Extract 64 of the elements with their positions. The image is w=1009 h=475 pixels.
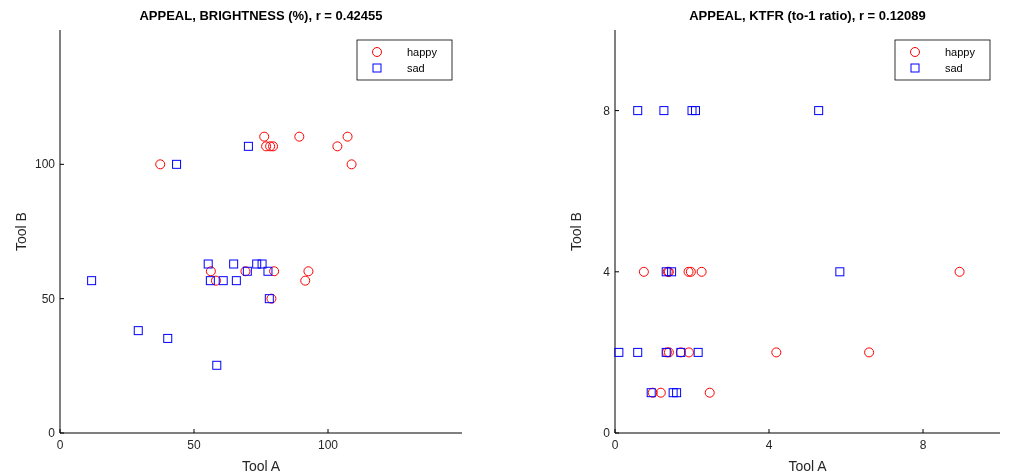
point xyxy=(263,266,273,276)
point xyxy=(231,276,241,286)
point xyxy=(638,266,649,277)
y-tick-label: 4 xyxy=(603,264,611,279)
legend-label: sad xyxy=(945,62,963,74)
y-axis-title: Tool B xyxy=(13,212,29,251)
x-axis-title: Tool A xyxy=(241,458,281,474)
y-axis-title: Tool B xyxy=(568,212,584,251)
point xyxy=(771,347,782,358)
point xyxy=(954,266,965,277)
point xyxy=(633,347,643,357)
point xyxy=(835,267,845,277)
x-tick-label: 50 xyxy=(187,438,201,452)
legend-label: sad xyxy=(407,62,425,74)
point xyxy=(655,387,666,398)
y-tick-label: 0 xyxy=(603,426,611,440)
point xyxy=(693,347,703,357)
point xyxy=(672,388,682,398)
point xyxy=(252,259,262,269)
point xyxy=(172,159,182,169)
point xyxy=(261,141,272,152)
point xyxy=(300,275,311,286)
chart-title: APPEAL, BRIGHTNESS (%), r = 0.42455 xyxy=(139,8,383,23)
point xyxy=(203,259,213,269)
point xyxy=(257,259,267,269)
x-tick-label: 8 xyxy=(919,438,927,452)
y-tick-label: 50 xyxy=(41,291,56,306)
point xyxy=(205,276,215,286)
point xyxy=(205,266,216,277)
x-tick-label: 100 xyxy=(317,438,339,452)
point xyxy=(704,387,715,398)
point xyxy=(294,131,305,142)
point xyxy=(864,347,875,358)
x-axis-title: Tool A xyxy=(788,458,828,474)
legend-label: happy xyxy=(945,46,976,58)
point xyxy=(332,141,343,152)
point xyxy=(633,106,643,116)
point xyxy=(696,266,707,277)
point xyxy=(163,333,173,343)
point xyxy=(683,347,694,358)
point xyxy=(155,159,166,170)
point xyxy=(243,141,253,151)
point xyxy=(212,360,222,370)
point xyxy=(259,131,270,142)
legend-label: happy xyxy=(407,46,438,58)
point xyxy=(814,106,824,116)
chart-title: APPEAL, KTFR (to-1 ratio), r = 0.12089 xyxy=(689,8,926,23)
y-tick-label: 8 xyxy=(603,103,611,118)
point xyxy=(269,266,280,277)
point xyxy=(614,347,624,357)
point xyxy=(210,275,221,286)
point xyxy=(303,266,314,277)
point xyxy=(667,267,677,277)
point xyxy=(342,131,353,142)
x-tick-label: 4 xyxy=(765,438,773,452)
point xyxy=(668,388,678,398)
point xyxy=(659,106,669,116)
y-tick-label: 0 xyxy=(48,426,56,440)
y-tick-label: 100 xyxy=(34,157,56,172)
point xyxy=(87,276,97,286)
point xyxy=(229,259,239,269)
point xyxy=(133,326,143,336)
point xyxy=(218,276,228,286)
point xyxy=(346,159,357,170)
